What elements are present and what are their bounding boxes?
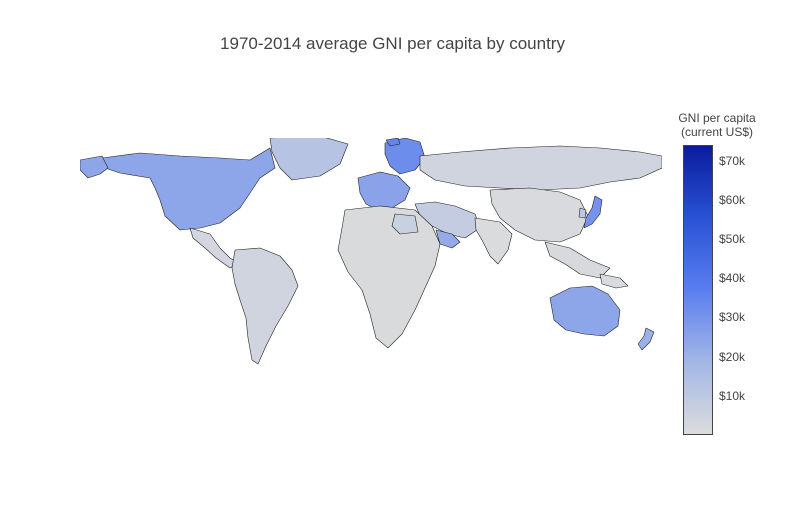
region-alaska[interactable] [80, 155, 109, 179]
colorbar-title: GNI per capita (current US$) [672, 111, 762, 139]
colorbar [683, 145, 713, 435]
region-south-america[interactable] [231, 247, 299, 365]
colorbar-title-line2: (current US$) [680, 125, 754, 139]
region-new-zealand[interactable] [637, 327, 655, 351]
region-southeast-asia[interactable] [544, 241, 611, 279]
region-south-asia[interactable] [474, 217, 513, 265]
region-central-america[interactable] [189, 227, 239, 269]
region-south-korea[interactable] [578, 207, 587, 219]
region-western-europe[interactable] [357, 171, 411, 211]
colorbar-tick: $70k [719, 153, 746, 168]
colorbar-tick: $60k [719, 192, 746, 207]
choropleth-map [80, 138, 662, 365]
region-russia[interactable] [419, 145, 662, 191]
colorbar-tick: $40k [719, 271, 746, 286]
region-greenland[interactable] [269, 138, 349, 181]
region-australia[interactable] [549, 285, 621, 337]
chart-title: 1970-2014 average GNI per capita by coun… [220, 34, 565, 53]
colorbar-tick: $50k [719, 232, 746, 247]
region-scandinavia[interactable] [384, 138, 426, 175]
region-china[interactable] [489, 187, 589, 243]
region-north-america[interactable] [101, 147, 276, 231]
region-iceland[interactable] [385, 138, 401, 147]
region-arabian-gulf[interactable] [435, 229, 461, 249]
region-africa[interactable] [337, 205, 441, 349]
region-papua-new-guinea[interactable] [599, 273, 629, 289]
region-japan[interactable] [583, 195, 603, 229]
colorbar-tick: $10k [719, 388, 746, 403]
colorbar-title-line1: GNI per capita [678, 111, 756, 125]
colorbar-tick: $30k [719, 310, 746, 325]
region-libya[interactable] [391, 213, 419, 235]
colorbar-tick: $20k [719, 349, 746, 364]
